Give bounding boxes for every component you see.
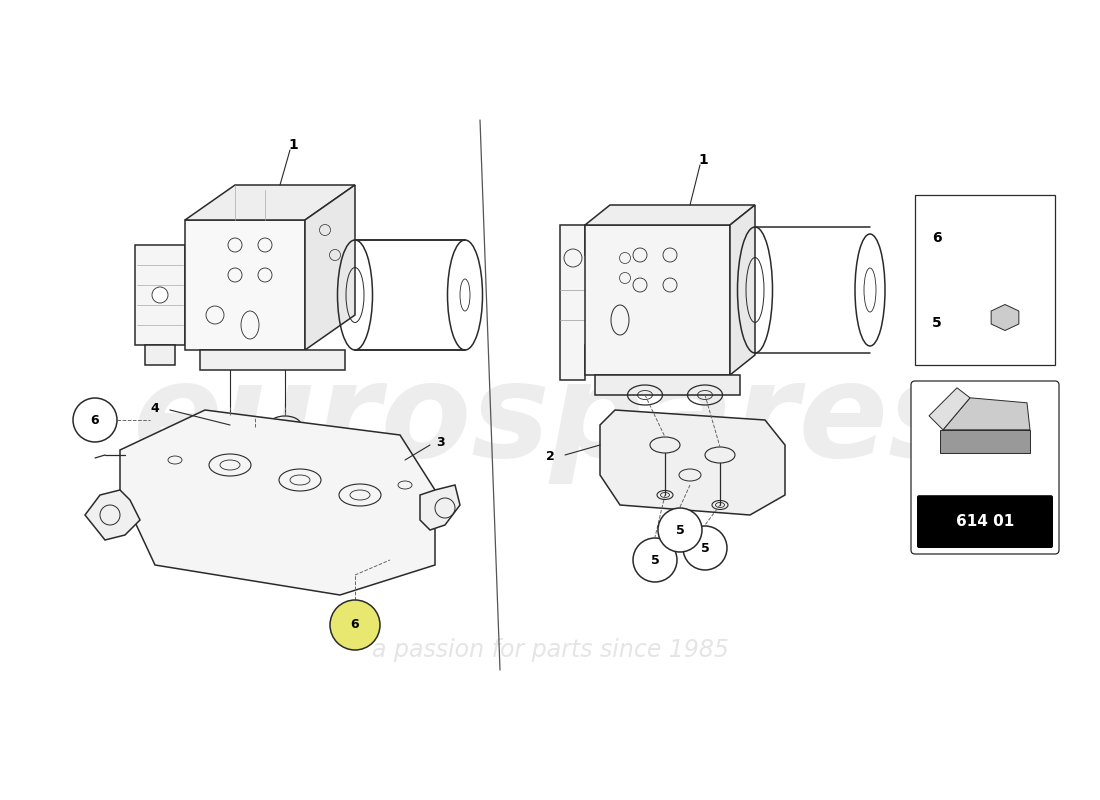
Polygon shape (585, 225, 730, 375)
Text: 5: 5 (675, 523, 684, 537)
Polygon shape (600, 410, 785, 515)
Text: 5: 5 (701, 542, 710, 554)
Circle shape (632, 538, 676, 582)
Text: 2: 2 (546, 450, 554, 463)
Polygon shape (930, 388, 970, 430)
Polygon shape (200, 350, 345, 370)
Polygon shape (940, 430, 1030, 453)
Text: 6: 6 (932, 230, 942, 245)
FancyBboxPatch shape (917, 495, 1053, 548)
Text: 6: 6 (351, 618, 360, 631)
Circle shape (152, 287, 168, 303)
Polygon shape (185, 220, 305, 350)
Polygon shape (305, 185, 355, 350)
Bar (915, 195, 1055, 365)
Polygon shape (145, 345, 175, 365)
Circle shape (73, 398, 117, 442)
Polygon shape (585, 205, 755, 225)
Text: 5: 5 (932, 315, 942, 330)
Polygon shape (991, 305, 1019, 330)
Polygon shape (943, 398, 1030, 430)
Text: 4: 4 (151, 402, 160, 414)
Text: 3: 3 (436, 437, 444, 450)
Text: 1: 1 (698, 153, 708, 167)
Text: 614 01: 614 01 (956, 514, 1014, 529)
Polygon shape (560, 225, 595, 380)
Polygon shape (730, 205, 755, 375)
Text: 5: 5 (650, 554, 659, 566)
Text: 1: 1 (288, 138, 298, 152)
Circle shape (658, 508, 702, 552)
Text: eurospares: eurospares (133, 357, 967, 483)
FancyBboxPatch shape (911, 381, 1059, 554)
Polygon shape (185, 185, 355, 220)
Polygon shape (420, 485, 460, 530)
Polygon shape (135, 245, 185, 345)
Circle shape (330, 600, 380, 650)
Text: 6: 6 (90, 414, 99, 426)
Text: a passion for parts since 1985: a passion for parts since 1985 (372, 638, 728, 662)
Polygon shape (85, 490, 140, 540)
Polygon shape (120, 410, 434, 595)
Polygon shape (595, 375, 740, 395)
Circle shape (683, 526, 727, 570)
